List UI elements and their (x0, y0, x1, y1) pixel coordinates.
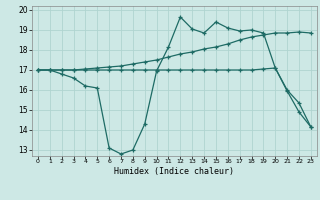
X-axis label: Humidex (Indice chaleur): Humidex (Indice chaleur) (115, 167, 234, 176)
